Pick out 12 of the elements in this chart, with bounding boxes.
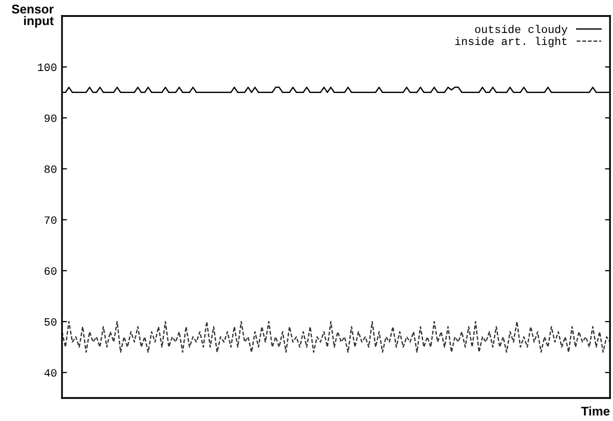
y-tick-label: 70 bbox=[44, 216, 56, 224]
y-tick-label: 100 bbox=[38, 64, 56, 72]
y-tick-label: 80 bbox=[44, 165, 56, 173]
y-tick-label: 40 bbox=[44, 369, 56, 377]
legend-label: outside cloudy bbox=[475, 24, 568, 36]
y-tick-label: 60 bbox=[44, 267, 56, 275]
legend-label: inside art. light bbox=[455, 36, 567, 48]
line-series bbox=[62, 320, 610, 353]
y-axis-title: Sensor input bbox=[12, 4, 54, 28]
x-axis-title: Time bbox=[581, 406, 610, 416]
y-tick-label: 50 bbox=[44, 318, 56, 326]
y-tick-label: 90 bbox=[44, 114, 56, 122]
